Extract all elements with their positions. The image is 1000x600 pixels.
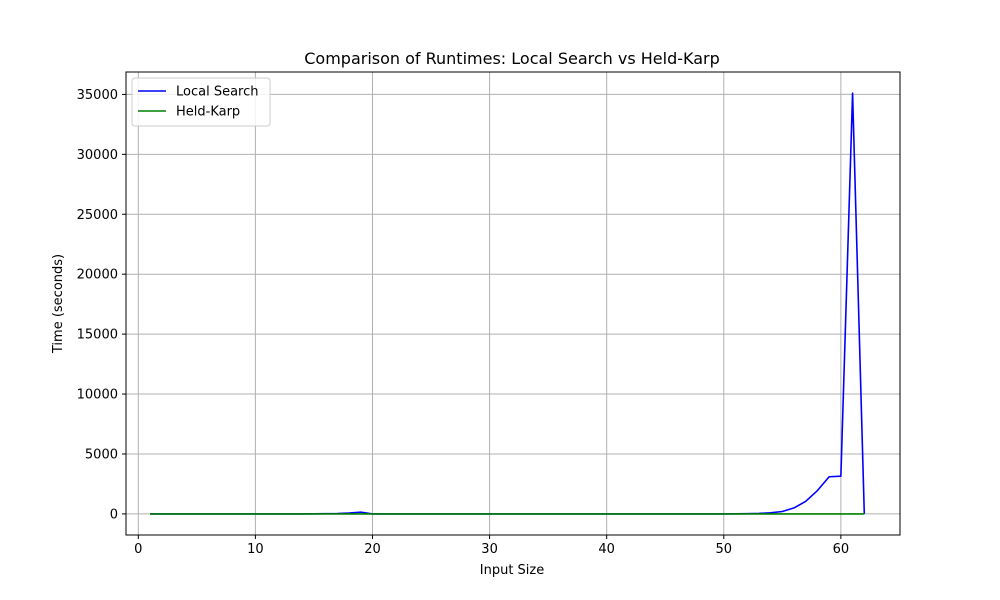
y-axis-label: Time (seconds)	[51, 254, 66, 354]
y-tick-label: 20000	[77, 268, 118, 283]
y-tick-label: 10000	[77, 388, 118, 403]
chart-title: Comparison of Runtimes: Local Search vs …	[304, 49, 720, 68]
x-tick-label: 10	[247, 542, 264, 557]
legend-label-held-karp: Held-Karp	[176, 105, 240, 120]
legend-frame	[131, 77, 271, 127]
y-tick-label: 30000	[77, 148, 118, 163]
x-tick-label: 50	[715, 542, 732, 557]
x-tick-label: 0	[134, 542, 142, 557]
x-tick-label: 30	[481, 542, 498, 557]
x-axis-label: Input Size	[480, 563, 544, 578]
y-tick-label: 0	[110, 507, 118, 522]
y-tick-label: 25000	[77, 208, 118, 223]
x-tick-label: 20	[364, 542, 381, 557]
plot-area-frame	[125, 71, 901, 536]
x-tick-label: 40	[598, 542, 615, 557]
legend: Local Search Held-Karp	[131, 77, 271, 127]
y-tick-label: 35000	[77, 88, 118, 103]
x-tick-label: 60	[833, 542, 850, 557]
axis-ticks: 0 10 20 30 40 50 60 0 5000 10000 15000 20000 25000 30…	[77, 88, 849, 557]
series-lines	[150, 92, 866, 515]
y-tick-label: 5000	[85, 447, 118, 462]
y-tick-label: 15000	[77, 328, 118, 343]
legend-label-local-search: Local Search	[176, 85, 259, 100]
